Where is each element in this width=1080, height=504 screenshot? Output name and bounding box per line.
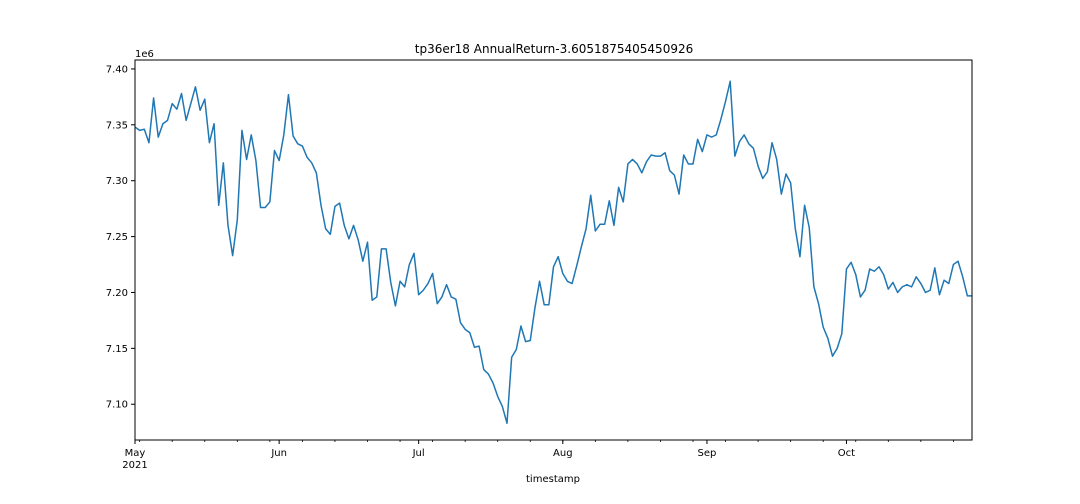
- y-tick-label: 7.15: [106, 344, 128, 355]
- y-tick-label: 7.30: [106, 176, 128, 187]
- x-tick-label: May: [125, 448, 146, 459]
- y-tick-label: 7.25: [106, 232, 128, 243]
- y-tick-label: 7.20: [106, 288, 128, 299]
- y-axis-offset-label: 1e6: [135, 49, 154, 60]
- y-tick-label: 7.10: [106, 400, 128, 411]
- y-tick-label: 7.35: [106, 120, 128, 131]
- x-tick-label: Oct: [838, 448, 855, 459]
- x-axis-label: timestamp: [526, 474, 580, 485]
- x-tick-label: Sep: [698, 448, 717, 459]
- x-tick-label: Aug: [553, 448, 573, 459]
- x-tick-year-label: 2021: [122, 460, 147, 471]
- x-tick-label: Jun: [270, 448, 287, 459]
- y-tick-label: 7.40: [106, 64, 128, 75]
- chart-title: tp36er18 AnnualReturn-3.6051875405450926: [415, 42, 693, 56]
- series-line: [134, 80, 972, 424]
- plot-frame: [134, 59, 973, 441]
- x-tick-label: Jul: [412, 448, 425, 459]
- y-axis: 7.10 7.15 7.20 7.25 7.30 7.35 7.40: [106, 64, 135, 411]
